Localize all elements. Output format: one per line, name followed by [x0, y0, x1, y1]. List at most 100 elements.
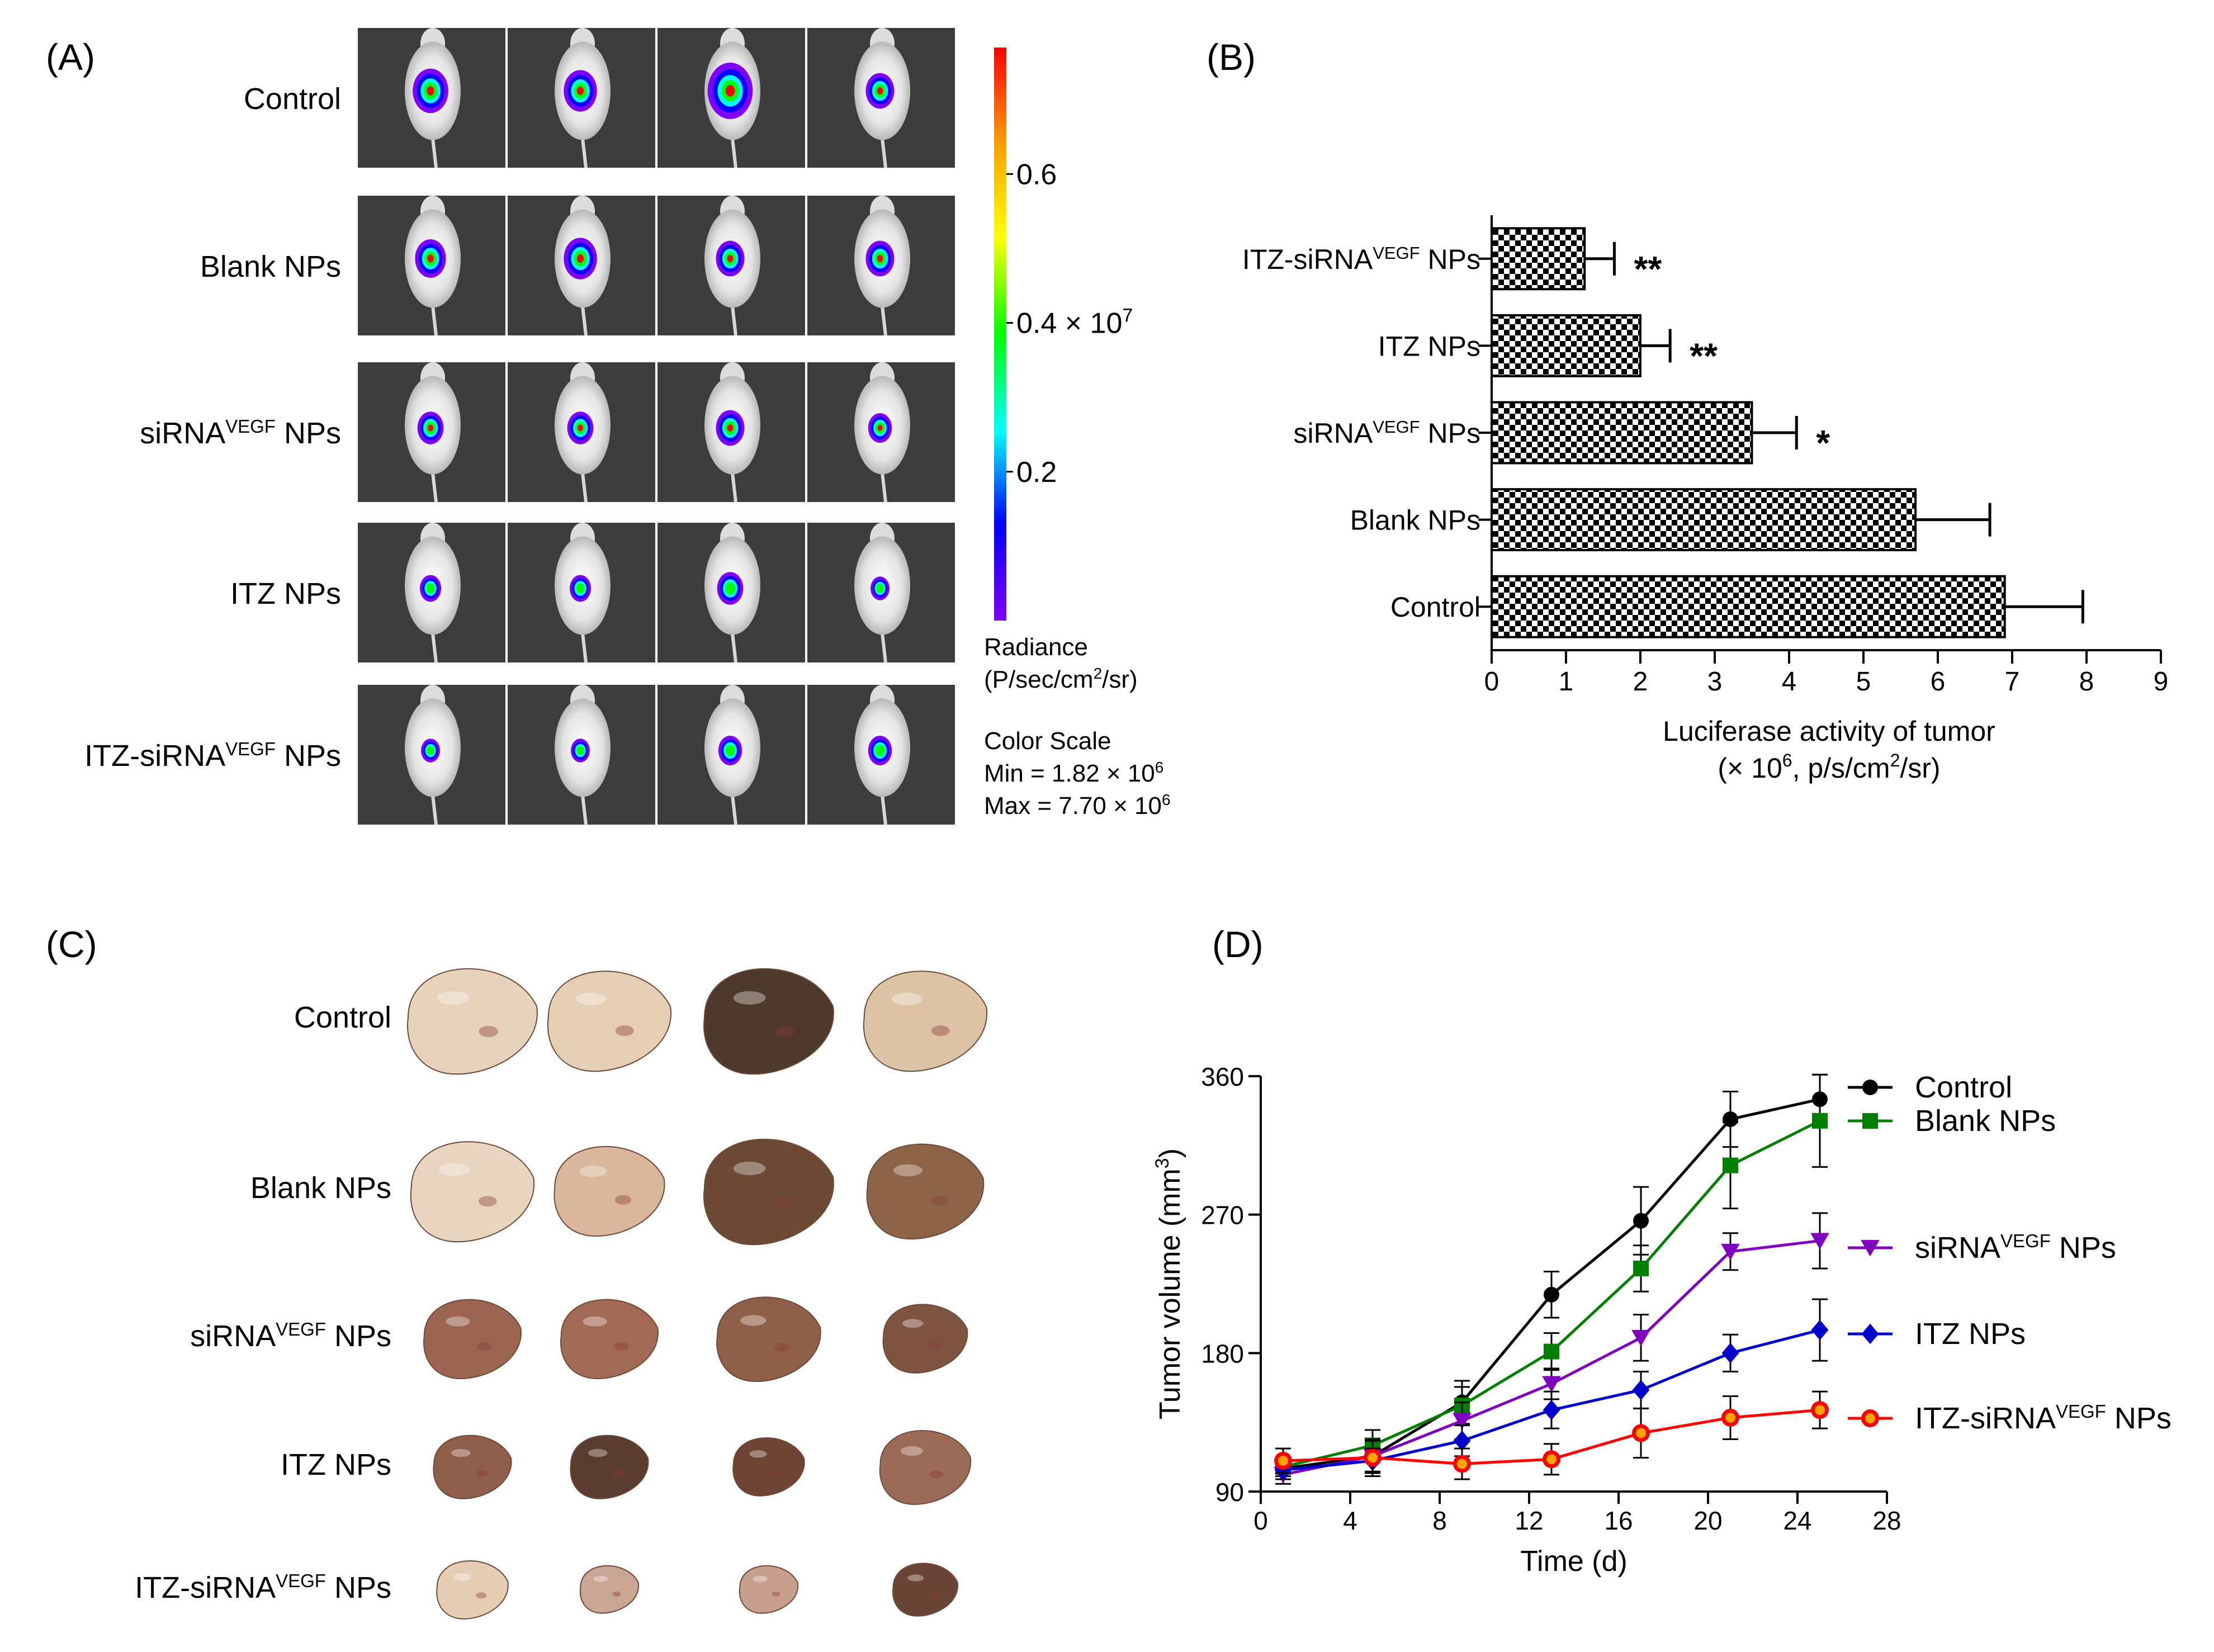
tumor-vessel — [772, 1469, 783, 1476]
x-axis-label: Time (d) — [1520, 1545, 1628, 1578]
legend-label-main: siRNA — [1915, 1231, 2000, 1265]
signal-spot — [725, 745, 735, 756]
signal-spot — [578, 424, 583, 432]
panel-c-row-label-main: Control — [294, 1001, 391, 1034]
tumor-shape — [703, 1138, 834, 1246]
color-scale-title: Color Scale — [984, 727, 1111, 755]
x-tick-label: 1 — [1559, 667, 1574, 697]
tumor-highlight — [733, 991, 766, 1005]
panel-c-row-label-tail: NPs — [326, 1319, 391, 1353]
signal-spot — [428, 424, 433, 432]
x-tick-label: 5 — [1856, 667, 1871, 697]
y-tick-label: 270 — [1201, 1201, 1244, 1230]
panel-a-row-label-sup: VEGF — [225, 739, 276, 759]
y-tick-label: 90 — [1215, 1478, 1244, 1507]
signal-spot — [877, 425, 883, 431]
colorbar-exponent: 7 — [1122, 305, 1133, 326]
mouse-tail — [581, 306, 588, 336]
legend-entry: Control — [1848, 1071, 2012, 1104]
tumor-photo — [579, 1565, 639, 1614]
x-axis-label-part: 6 — [1782, 750, 1792, 770]
marker-sun — [1632, 1424, 1650, 1442]
tumor-vessel — [614, 1195, 632, 1205]
signal-spot — [576, 254, 584, 263]
tumor-highlight — [893, 1164, 922, 1177]
tumor-photo — [407, 968, 538, 1075]
panel-a-row-label: siRNAVEGF NPs — [140, 416, 341, 450]
tumor-highlight — [740, 1315, 767, 1326]
y-tick-label: 180 — [1201, 1339, 1244, 1368]
panel-c-row-label-tail: NPs — [326, 1571, 391, 1604]
bioluminescence-image — [508, 523, 655, 663]
tumor-highlight — [753, 1575, 768, 1582]
x-tick-label: 2 — [1633, 667, 1648, 697]
tumor-shape — [436, 1560, 509, 1620]
y-tick-label-tail: NPs — [1420, 244, 1480, 275]
tumor-shape — [716, 1296, 821, 1382]
signal-spot — [576, 746, 584, 755]
mouse-tail — [431, 138, 438, 168]
bar — [1491, 401, 1753, 465]
tumor-highlight — [579, 1166, 607, 1177]
marker-square — [1862, 1113, 1878, 1129]
marker-sun-inner — [1725, 1412, 1735, 1423]
bioluminescence-image — [508, 28, 655, 168]
tumor-highlight — [451, 1449, 471, 1457]
signal-spot — [427, 254, 434, 263]
mouse-tail — [581, 472, 588, 503]
panel-a-row-label-sup: VEGF — [225, 416, 276, 437]
y-tick-label-tail: NPs — [1420, 418, 1480, 449]
x-tick-label: 8 — [2079, 667, 2094, 697]
legend-entry: siRNAVEGF NPs — [1848, 1230, 2116, 1265]
tumor-highlight — [891, 992, 922, 1006]
marker-circle — [1862, 1080, 1878, 1095]
marker-sun — [1721, 1408, 1739, 1427]
tumor-photo — [560, 1299, 659, 1379]
mouse-tail — [431, 633, 438, 663]
tumor-shape — [570, 1435, 649, 1499]
marker-sun — [1274, 1451, 1292, 1470]
bar — [1491, 314, 1641, 377]
mouse-tail — [431, 472, 438, 503]
tumor-highlight — [733, 1162, 766, 1175]
tumor-highlight — [900, 1446, 923, 1456]
tumor-vessel — [615, 1025, 634, 1036]
bioluminescence-image — [508, 685, 655, 825]
tumor-highlight — [749, 1450, 767, 1458]
tumor-photo — [863, 971, 988, 1072]
mouse-tail — [881, 306, 887, 336]
marker-sun — [1811, 1401, 1829, 1419]
panel-c-row-label-sup: VEGF — [276, 1319, 326, 1339]
colorbar-tick-label: 0.4 × 107 — [1016, 305, 1133, 340]
panel-c-tumor-photos — [407, 968, 988, 1620]
radiance-unit: (P/sec/cm2/sr) — [984, 665, 1138, 693]
bioluminescence-image — [358, 196, 505, 336]
tumor-vessel — [931, 1195, 949, 1206]
mouse-tail — [581, 633, 588, 663]
x-tick-label: 24 — [1783, 1506, 1811, 1535]
tumor-photo — [570, 1435, 649, 1499]
panel-c-row-label-main: Blank NPs — [250, 1171, 391, 1205]
panel-a-row-label-main: Control — [244, 82, 341, 116]
panel-c-row-label: Blank NPs — [250, 1171, 391, 1205]
tumor-photo — [716, 1296, 821, 1382]
panel-b-label: (B) — [1207, 36, 1256, 78]
bioluminescence-image — [508, 196, 655, 336]
tumor-shape — [579, 1565, 639, 1614]
legend-entry: ITZ NPs — [1848, 1317, 2026, 1351]
signal-spot — [725, 85, 735, 97]
tumor-highlight — [438, 1163, 470, 1176]
marker-diamond — [1632, 1380, 1650, 1400]
x-tick-label: 7 — [2005, 667, 2020, 697]
significance-mark: * — [1816, 423, 1830, 463]
legend-label: Blank NPs — [1915, 1104, 2056, 1138]
significance-mark: ** — [1690, 335, 1718, 376]
tumor-photo — [554, 1145, 665, 1237]
mouse-tail — [881, 795, 887, 825]
tumor-shape — [866, 1143, 985, 1240]
bioluminescence-image — [657, 685, 805, 825]
marker-square — [1812, 1113, 1828, 1129]
bioluminescence-image — [807, 196, 955, 336]
marker-sun-inner — [1636, 1428, 1646, 1438]
